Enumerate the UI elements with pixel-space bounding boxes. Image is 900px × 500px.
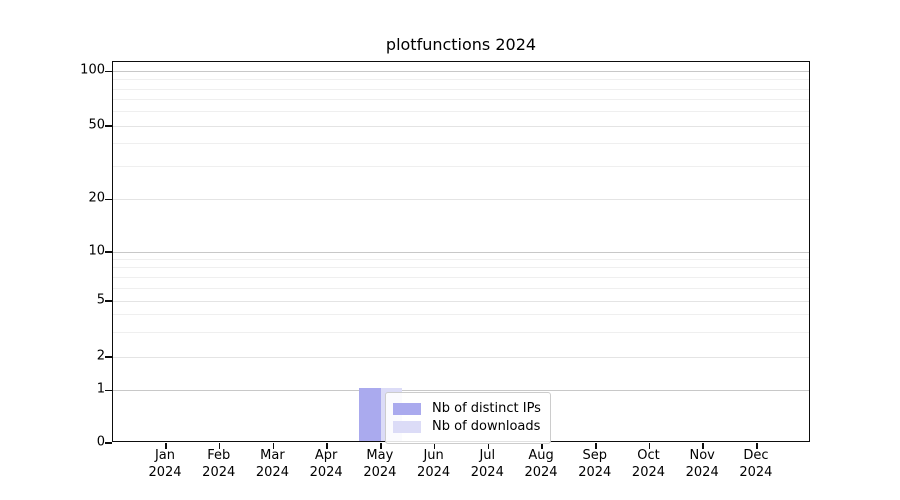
- gridline-minor: [113, 267, 809, 269]
- gridline-minor: [113, 314, 809, 316]
- y-tick-mark: [105, 356, 112, 358]
- tick-mark-layer: [105, 62, 809, 449]
- gridline-minor: [113, 166, 809, 168]
- x-tick-mark: [380, 442, 382, 449]
- x-tick-label: Jan 2024: [148, 448, 182, 480]
- y-tick-mark: [105, 125, 112, 127]
- x-tick-label: Mar 2024: [255, 448, 289, 480]
- x-tick-label: Dec 2024: [739, 448, 773, 480]
- y-tick-mark: [105, 300, 112, 302]
- legend-swatch-distinct-ips-icon: [393, 402, 421, 415]
- chart-title: plotfunctions 2024: [385, 35, 537, 54]
- gridline-decade: [113, 70, 809, 72]
- legend-label-downloads: Nb of downloads: [432, 419, 541, 434]
- x-tick-label: Apr 2024: [309, 448, 343, 480]
- x-tick-mark: [272, 442, 275, 449]
- y-tick-label: 100: [80, 62, 105, 78]
- gridline-minor: [113, 287, 809, 289]
- y-tick-label: 20: [88, 190, 105, 206]
- gridline-minor: [113, 111, 809, 113]
- plot-area: Nb of distinct IPs Nb of downloads: [105, 61, 810, 449]
- x-tick-mark: [165, 442, 167, 449]
- y-tick-label: 2: [96, 348, 105, 364]
- legend-label-distinct-ips: Nb of distinct IPs: [432, 401, 541, 416]
- x-tick-mark: [702, 442, 704, 449]
- y-axis-labels: 0 1 2 5 10 20 50 100: [0, 61, 105, 450]
- y-tick-label: 10: [88, 243, 105, 259]
- x-tick-label: Jun 2024: [417, 448, 451, 480]
- x-tick-mark: [756, 442, 758, 449]
- gridline-minor: [113, 276, 809, 278]
- gridline-minor: [113, 99, 809, 101]
- x-tick-label: Oct 2024: [631, 448, 666, 480]
- x-tick-mark: [487, 442, 490, 449]
- legend-swatch-downloads-icon: [393, 420, 421, 433]
- x-tick-mark: [541, 442, 543, 449]
- x-tick-mark: [326, 442, 328, 449]
- gridline-major: [113, 125, 809, 127]
- x-tick-mark: [648, 442, 651, 449]
- gridline-major: [113, 300, 809, 302]
- y-tick-mark: [105, 198, 112, 201]
- gridline-minor: [113, 258, 809, 260]
- y-tick-label: 1: [96, 381, 105, 397]
- y-tick-label: 0: [96, 434, 105, 450]
- y-tick-mark: [105, 442, 112, 444]
- x-tick-label: Nov 2024: [685, 448, 719, 480]
- gridline-minor: [113, 79, 809, 81]
- y-tick-mark: [105, 251, 112, 253]
- x-tick-mark: [433, 442, 436, 449]
- grid-layer: [113, 62, 809, 441]
- gridline-major: [113, 356, 809, 358]
- gridline-minor: [113, 331, 809, 333]
- x-tick-mark: [218, 442, 221, 449]
- legend-entry-distinct-ips: Nb of distinct IPs: [393, 401, 541, 416]
- y-tick-label: 50: [88, 117, 105, 133]
- gridline-minor: [113, 143, 809, 145]
- gridline-decade: [113, 389, 809, 391]
- y-tick-mark: [105, 70, 112, 73]
- x-tick-label: Aug 2024: [524, 448, 558, 480]
- legend-entry-downloads: Nb of downloads: [393, 419, 541, 434]
- gridline-minor: [113, 88, 809, 90]
- x-tick-label: May 2024: [363, 448, 397, 480]
- y-tick-label: 5: [96, 292, 105, 308]
- x-tick-label: Jul 2024: [470, 448, 504, 480]
- gridline-decade: [113, 251, 809, 253]
- y-tick-mark: [105, 389, 112, 392]
- x-axis-labels: Jan 2024 Feb 2024 Mar 2024 Apr 2024 May 2024…: [112, 448, 810, 488]
- gridline-major: [113, 198, 809, 200]
- bar-distinct-ips: [359, 388, 381, 441]
- x-tick-label: Sep 2024: [578, 448, 612, 480]
- x-tick-mark: [595, 442, 597, 449]
- x-tick-label: Feb 2024: [202, 448, 236, 480]
- legend: Nb of distinct IPs Nb of downloads: [385, 392, 551, 444]
